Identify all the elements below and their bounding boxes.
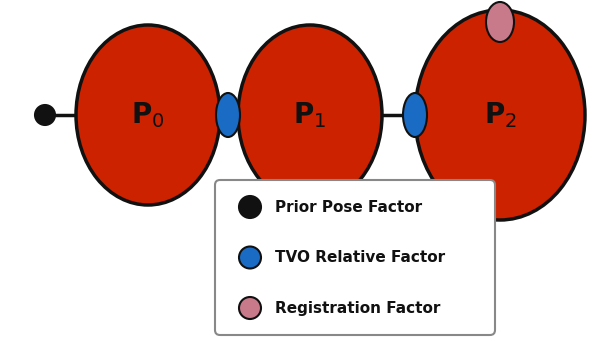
Ellipse shape bbox=[415, 10, 585, 220]
Ellipse shape bbox=[238, 25, 382, 205]
Text: Registration Factor: Registration Factor bbox=[275, 301, 441, 315]
Ellipse shape bbox=[403, 93, 427, 137]
FancyBboxPatch shape bbox=[215, 180, 495, 335]
Ellipse shape bbox=[239, 196, 261, 218]
Ellipse shape bbox=[76, 25, 220, 205]
Text: P$_2$: P$_2$ bbox=[483, 100, 517, 130]
Text: P$_1$: P$_1$ bbox=[293, 100, 327, 130]
Ellipse shape bbox=[239, 297, 261, 319]
Text: TVO Relative Factor: TVO Relative Factor bbox=[275, 250, 445, 265]
Text: P$_0$: P$_0$ bbox=[131, 100, 165, 130]
Ellipse shape bbox=[35, 105, 55, 125]
Ellipse shape bbox=[216, 93, 240, 137]
Ellipse shape bbox=[486, 2, 514, 42]
Ellipse shape bbox=[239, 246, 261, 268]
Text: Prior Pose Factor: Prior Pose Factor bbox=[275, 200, 422, 215]
